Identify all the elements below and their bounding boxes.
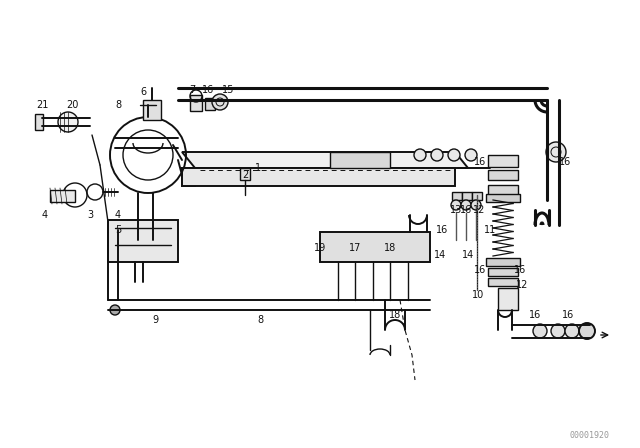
- Bar: [50, 190, 75, 202]
- Bar: [452, 192, 462, 200]
- Circle shape: [471, 200, 481, 210]
- Bar: [240, 168, 250, 180]
- Text: 17: 17: [349, 243, 361, 253]
- Circle shape: [431, 149, 443, 161]
- Text: 4: 4: [42, 210, 48, 220]
- Polygon shape: [182, 168, 195, 186]
- Circle shape: [565, 324, 579, 338]
- Bar: [488, 155, 518, 167]
- Bar: [488, 278, 518, 286]
- Bar: [108, 220, 178, 262]
- Bar: [35, 114, 43, 130]
- Text: 16: 16: [529, 310, 541, 320]
- Bar: [488, 170, 518, 180]
- Text: 11: 11: [484, 225, 496, 235]
- Text: 5: 5: [115, 225, 121, 235]
- Bar: [498, 288, 518, 310]
- Text: 6: 6: [140, 87, 146, 97]
- Bar: [488, 268, 518, 276]
- Text: 16: 16: [514, 265, 526, 275]
- Circle shape: [465, 149, 477, 161]
- Text: 16: 16: [559, 157, 571, 167]
- Text: 4: 4: [115, 210, 121, 220]
- Circle shape: [110, 305, 120, 315]
- Circle shape: [414, 149, 426, 161]
- Bar: [486, 194, 520, 202]
- Bar: [320, 232, 430, 262]
- Polygon shape: [182, 168, 455, 186]
- Circle shape: [546, 142, 566, 162]
- Text: 16: 16: [460, 205, 472, 215]
- Text: 3: 3: [87, 210, 93, 220]
- Text: 19: 19: [314, 243, 326, 253]
- Text: 8: 8: [257, 315, 263, 325]
- Circle shape: [579, 323, 595, 339]
- Bar: [190, 95, 202, 111]
- Text: 2: 2: [242, 170, 248, 180]
- Bar: [472, 192, 482, 200]
- Text: 12: 12: [473, 205, 485, 215]
- Text: 12: 12: [516, 280, 528, 290]
- Bar: [488, 185, 518, 195]
- Text: 9: 9: [152, 315, 158, 325]
- Text: 00001920: 00001920: [570, 431, 610, 439]
- Bar: [486, 258, 520, 266]
- Bar: [462, 192, 472, 200]
- Text: 7: 7: [189, 85, 195, 95]
- Circle shape: [58, 112, 78, 132]
- Text: 14: 14: [434, 250, 446, 260]
- Text: 16: 16: [202, 85, 214, 95]
- Text: 20: 20: [66, 100, 78, 110]
- Text: 13: 13: [450, 205, 462, 215]
- Text: 16: 16: [436, 225, 448, 235]
- Text: 18: 18: [389, 310, 401, 320]
- Circle shape: [533, 324, 547, 338]
- Text: 16: 16: [474, 157, 486, 167]
- Bar: [205, 98, 215, 110]
- Circle shape: [212, 94, 228, 110]
- Text: 14: 14: [462, 250, 474, 260]
- Circle shape: [461, 200, 471, 210]
- Circle shape: [551, 324, 565, 338]
- Bar: [330, 152, 390, 168]
- Text: 8: 8: [115, 100, 121, 110]
- Text: 16: 16: [562, 310, 574, 320]
- Polygon shape: [182, 152, 468, 168]
- Bar: [143, 100, 161, 120]
- Circle shape: [448, 149, 460, 161]
- Text: 15: 15: [222, 85, 234, 95]
- Text: 1: 1: [255, 163, 261, 173]
- Text: 16: 16: [474, 265, 486, 275]
- Text: 10: 10: [472, 290, 484, 300]
- Text: 18: 18: [384, 243, 396, 253]
- Circle shape: [451, 200, 461, 210]
- Text: 21: 21: [36, 100, 48, 110]
